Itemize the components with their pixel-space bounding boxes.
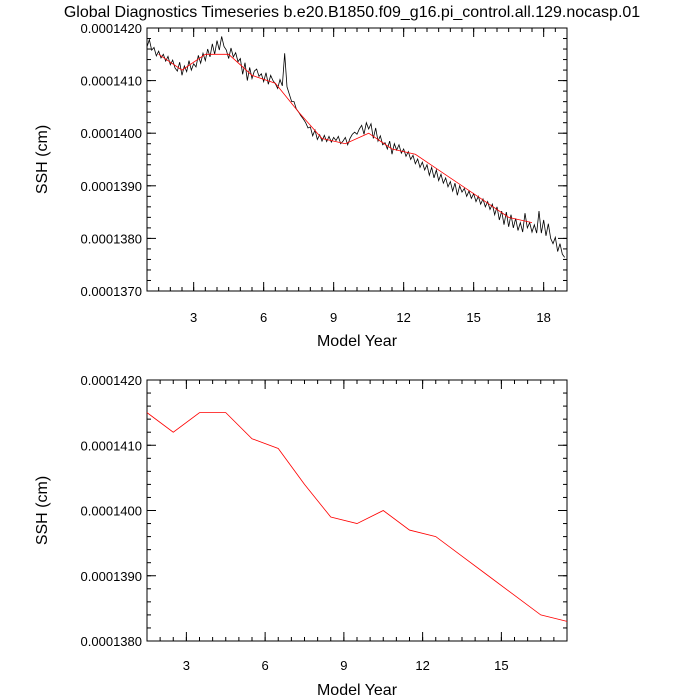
x-axis-label: Model Year (317, 682, 398, 699)
x-tick-label: 12 (415, 658, 429, 673)
x-tick-label: 9 (330, 310, 337, 325)
x-tick-label: 6 (262, 658, 269, 673)
top-plot: 3 6 9 12 15 18 0.0001370 0.0001380 0.0001390 0.00… (34, 21, 568, 350)
plot-frame (146, 379, 568, 642)
x-tick-label: 9 (340, 658, 347, 673)
x-axis-label: Model Year (317, 333, 398, 350)
y-tick-label: 0.0001390 (81, 569, 142, 584)
y-tick-label: 0.0001380 (81, 634, 142, 649)
x-tick-label: 18 (536, 310, 550, 325)
y-tick-label: 0.0001410 (81, 438, 142, 453)
series-line-annual (146, 412, 568, 622)
y-tick-label: 0.0001400 (81, 126, 142, 141)
x-tick-label: 15 (494, 658, 508, 673)
x-tick-label: 3 (190, 310, 197, 325)
series-line-monthly (146, 36, 565, 258)
x-tick-label: 6 (260, 310, 267, 325)
y-tick-label: 0.0001370 (81, 284, 142, 299)
chart-title: Global Diagnostics Timeseries b.e20.B185… (64, 4, 640, 21)
y-tick-label: 0.0001420 (81, 21, 142, 36)
y-tick-label: 0.0001400 (81, 504, 142, 519)
x-tick-label: 15 (466, 310, 480, 325)
x-tick-label: 12 (396, 310, 410, 325)
y-axis-label: SSH (cm) (34, 476, 51, 545)
y-tick-label: 0.0001410 (81, 74, 142, 89)
y-tick-label: 0.0001380 (81, 231, 142, 246)
y-axis-label: SSH (cm) (34, 125, 51, 194)
y-tick-label: 0.0001420 (81, 373, 142, 388)
bottom-plot: 3 6 9 12 15 0.0001380 0.0001390 0.0001400 0.0001… (34, 373, 568, 699)
y-tick-label: 0.0001390 (81, 179, 142, 194)
series-line-annual (158, 53, 533, 224)
plot-frame (146, 27, 568, 292)
x-tick-label: 3 (183, 658, 190, 673)
